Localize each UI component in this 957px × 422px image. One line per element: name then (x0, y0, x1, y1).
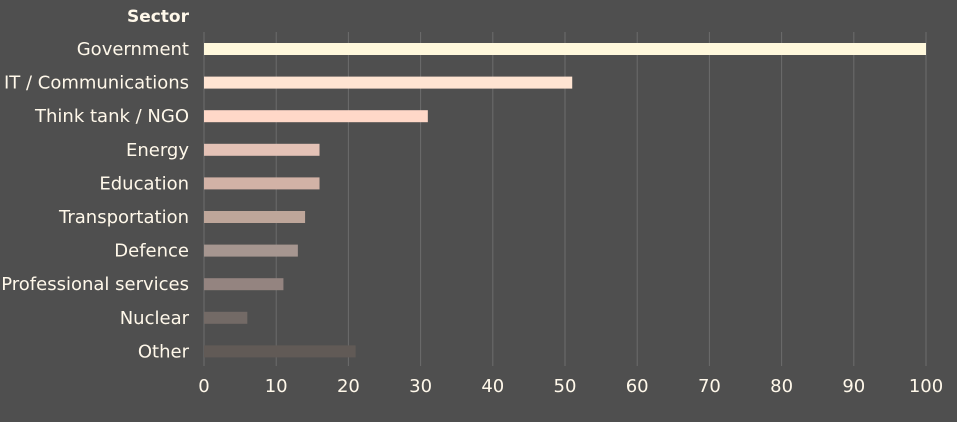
x-tick-label: 60 (626, 376, 649, 397)
bar (204, 143, 320, 156)
category-label: Think tank / NGO (34, 106, 189, 127)
x-tick-label: 80 (770, 376, 793, 397)
x-tick-label: 30 (409, 376, 432, 397)
x-tick-label: 0 (198, 376, 209, 397)
bar (204, 76, 573, 89)
x-tick-label: 20 (337, 376, 360, 397)
x-tick-label: 40 (481, 376, 504, 397)
bar (204, 244, 298, 257)
bars (204, 43, 926, 358)
category-labels: Government IT / Communications Think tank … (1, 39, 189, 362)
bar (204, 311, 248, 324)
category-label: Education (99, 173, 189, 194)
x-tick-label: 100 (909, 376, 943, 397)
x-tick-label: 70 (698, 376, 721, 397)
category-label: Other (138, 341, 190, 362)
category-label: Nuclear (120, 308, 190, 329)
y-axis-title: Sector (127, 7, 190, 27)
x-tick-label: 90 (842, 376, 865, 397)
x-tick-label: 10 (265, 376, 288, 397)
category-label: Defence (114, 241, 189, 262)
bar (204, 345, 356, 358)
category-label: IT / Communications (4, 73, 189, 94)
x-axis-ticks: 0 10 20 30 40 50 60 70 80 90 100 (198, 376, 943, 397)
bar (204, 177, 320, 190)
category-label: Government (77, 39, 189, 60)
bar (204, 211, 306, 223)
x-tick-label: 50 (554, 376, 577, 397)
category-label: Professional services (1, 274, 189, 295)
category-label: Transportation (58, 207, 189, 228)
category-label: Energy (126, 140, 189, 161)
bar (204, 43, 926, 55)
bar (204, 110, 428, 123)
bar (204, 278, 284, 291)
